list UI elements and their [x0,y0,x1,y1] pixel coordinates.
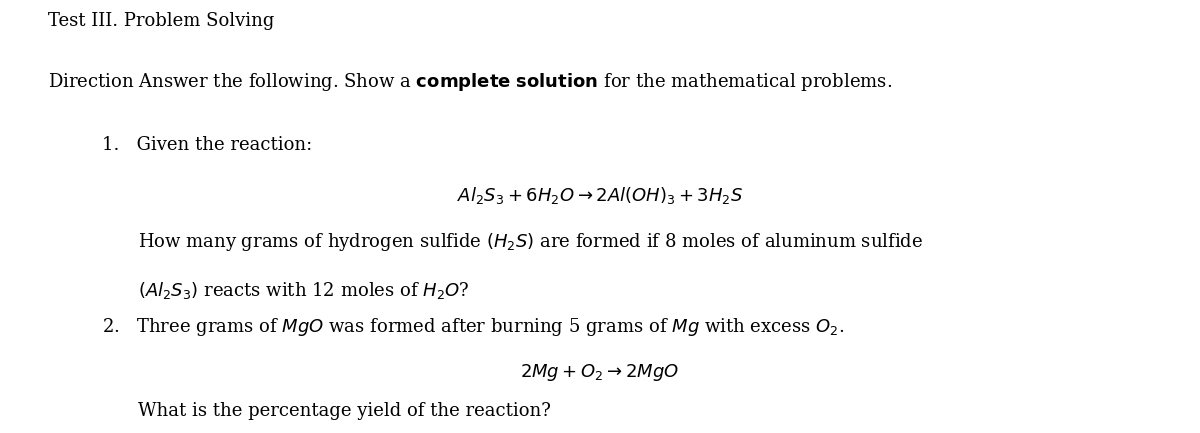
Text: Test III. Problem Solving: Test III. Problem Solving [48,12,275,30]
Text: How many grams of hydrogen sulfide $(H_2S)$ are formed if 8 moles of aluminum su: How many grams of hydrogen sulfide $(H_2… [138,231,923,253]
Text: Direction Answer the following. Show a $\mathbf{complete\ solution}$ for the mat: Direction Answer the following. Show a $… [48,71,892,93]
Text: 1.   Given the reaction:: 1. Given the reaction: [102,136,312,154]
Text: $Al_2S_3 + 6H_2O \rightarrow 2Al(OH)_3 + 3H_2S$: $Al_2S_3 + 6H_2O \rightarrow 2Al(OH)_3 +… [457,185,743,206]
Text: 2.   Three grams of $MgO$ was formed after burning 5 grams of $Mg$ with excess $: 2. Three grams of $MgO$ was formed after… [102,316,845,338]
Text: $(Al_2S_3)$ reacts with 12 moles of $H_2O$?: $(Al_2S_3)$ reacts with 12 moles of $H_2… [138,280,469,301]
Text: $2Mg + O_2 \rightarrow 2MgO$: $2Mg + O_2 \rightarrow 2MgO$ [521,362,679,383]
Text: What is the percentage yield of the reaction?: What is the percentage yield of the reac… [138,402,551,420]
